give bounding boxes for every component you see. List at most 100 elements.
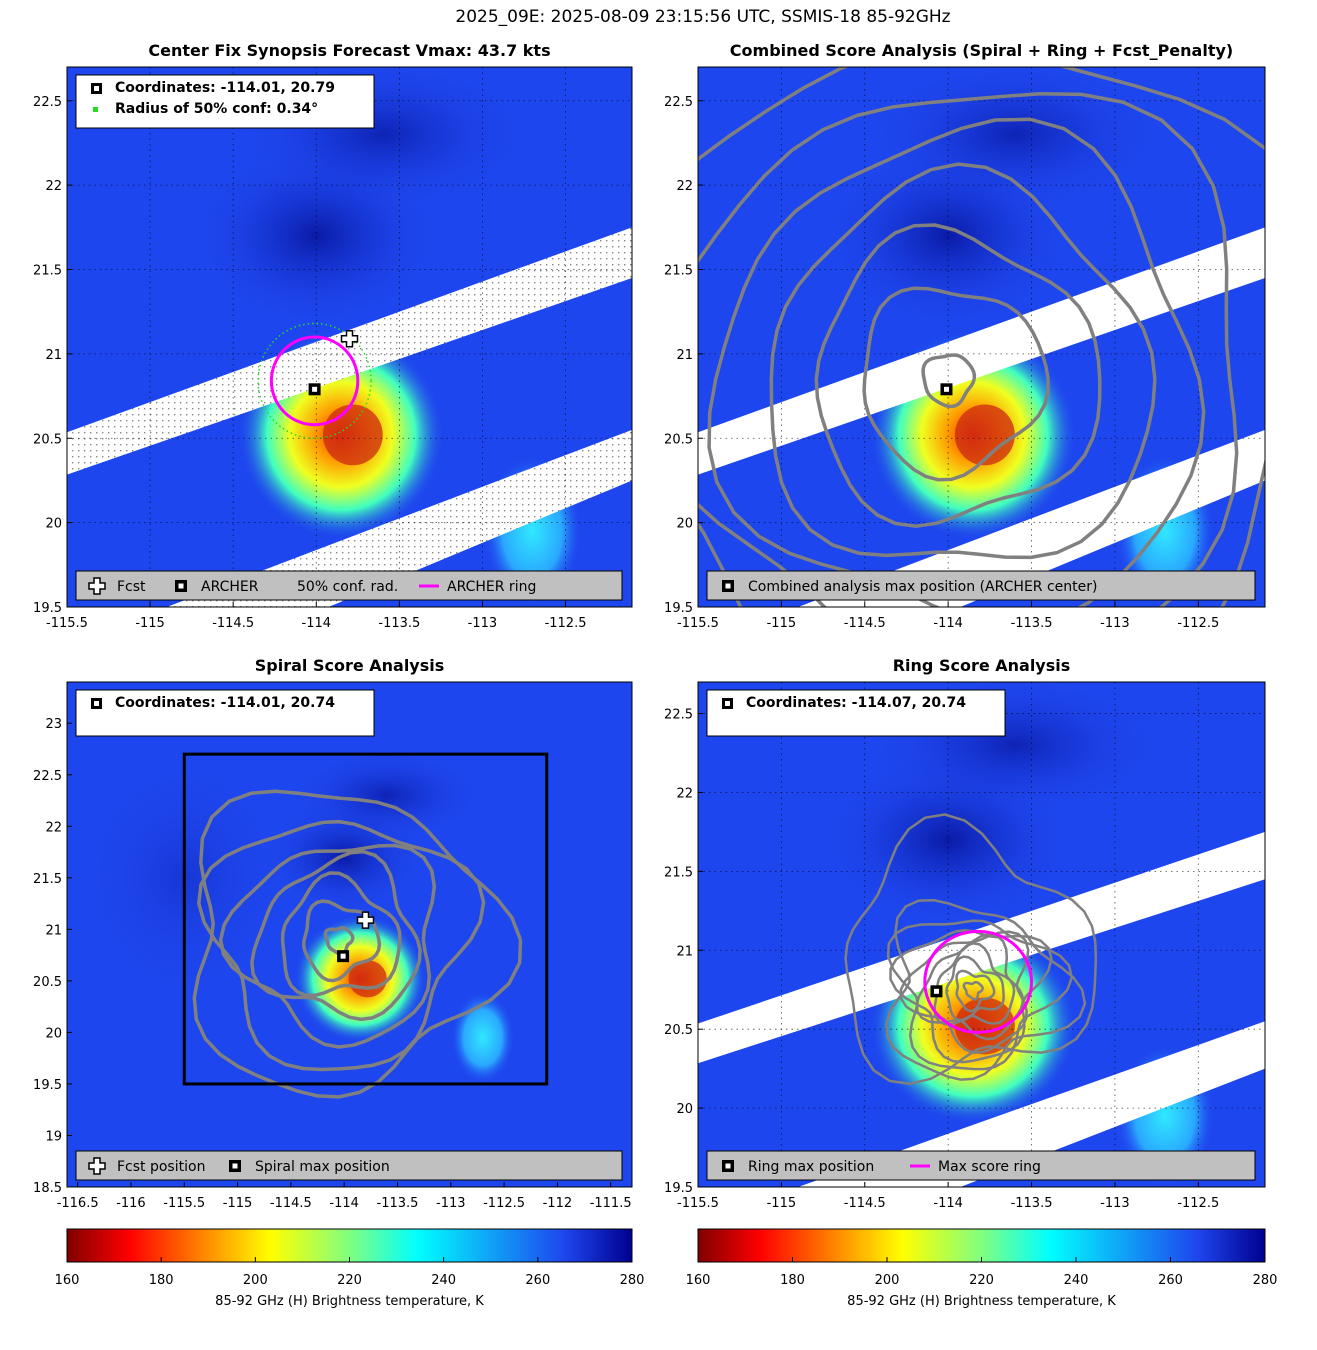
y-tick-label: 20	[45, 1026, 62, 1041]
archer-center-marker-inner	[312, 386, 318, 392]
colorbar-tick-label: 160	[686, 1273, 711, 1288]
legend-label: Ring max position	[748, 1159, 874, 1175]
x-tick-label: -115.5	[677, 616, 719, 631]
panel-combined-score: Combined Score Analysis (Spiral + Ring +…	[664, 41, 1266, 631]
contour-line	[280, 871, 402, 998]
y-tick-label: 22.5	[33, 769, 62, 784]
legend-label: Spiral max position	[255, 1159, 390, 1175]
y-tick-label: 22	[676, 786, 693, 801]
legend: Fcst ARCHER 50% conf. rad. ARCHER ring	[75, 570, 623, 601]
fcst-marker	[356, 911, 375, 929]
panel-title: Ring Score Analysis	[893, 656, 1071, 675]
y-tick-label: 22	[45, 179, 62, 194]
cold-region	[290, 748, 483, 842]
y-tick-label: 20.5	[33, 432, 62, 447]
legend-label: ARCHER	[201, 579, 259, 595]
y-tick-label: 20.5	[664, 1023, 693, 1038]
contour-line	[945, 955, 1005, 1022]
contour-line	[962, 980, 984, 1001]
panel-ring-score: Ring Score Analysis -115.5 -115 -114.5 -114 -…	[664, 656, 1266, 1211]
info-marker	[93, 107, 98, 112]
info-line: Coordinates: -114.01, 20.74	[115, 695, 335, 711]
axes-frame	[66, 681, 633, 1188]
info-marker-inner	[94, 701, 99, 706]
x-tick-label: -113	[468, 616, 498, 631]
legend-label: Max score ring	[938, 1159, 1041, 1175]
y-tick-label: 21	[45, 923, 62, 938]
x-tick-label: -114.5	[270, 1196, 312, 1211]
contour-line	[707, 117, 1206, 607]
archer-center-marker-inner	[943, 386, 949, 392]
colorbar-tick-label: 260	[525, 1273, 550, 1288]
x-tick-label: -114.5	[212, 616, 254, 631]
legend-box	[75, 570, 623, 601]
y-tick-label: 20	[676, 1102, 693, 1117]
legend-fcst-swatch	[88, 577, 106, 595]
colorbar-gradient	[697, 1228, 1266, 1263]
legend-center-swatch-inner	[178, 583, 184, 589]
info-line: Radius of 50% conf: 0.34°	[115, 101, 318, 117]
contour-line	[899, 930, 1030, 1054]
info-line: Coordinates: -114.01, 20.79	[115, 80, 335, 96]
search-box	[182, 752, 549, 1086]
y-tick-label: 19.5	[33, 601, 62, 616]
info-box	[75, 74, 375, 129]
axes-frame	[697, 66, 1266, 608]
legend: Fcst position Spiral max position	[75, 1150, 623, 1181]
legend-box	[706, 1150, 1256, 1181]
legend: Combined analysis max position (ARCHER c…	[706, 570, 1256, 601]
panel-title: Center Fix Synopsis Forecast Vmax: 43.7 …	[148, 41, 550, 60]
storm-core-max	[322, 404, 383, 466]
colorbar-label: 85-92 GHz (H) Brightness temperature, K	[847, 1294, 1116, 1309]
contour-line	[915, 932, 1025, 1041]
contour-line	[886, 919, 1074, 1071]
x-tick-label: -112.5	[545, 616, 587, 631]
legend-center-swatch-inner	[232, 1163, 238, 1169]
x-tick-label: -115.5	[46, 616, 88, 631]
x-tick-label: -112	[543, 1196, 573, 1211]
x-tick-label: -112.5	[483, 1196, 525, 1211]
x-tick-label: -111.5	[590, 1196, 632, 1211]
legend-center-swatch-inner	[725, 583, 731, 589]
x-tick-label: -114.5	[844, 616, 886, 631]
contour-line	[250, 849, 422, 1022]
x-tick-label: -114.5	[844, 1196, 886, 1211]
y-tick-label: 19.5	[664, 1181, 693, 1196]
x-tick-label: -113.5	[1011, 1196, 1053, 1211]
storm-core-max	[954, 404, 1015, 466]
panel-title: Spiral Score Analysis	[255, 656, 445, 675]
colorbar-tick-label: 240	[431, 1273, 456, 1288]
y-tick-label: 20	[676, 517, 693, 532]
score-contours	[698, 67, 1265, 607]
x-tick-label: -116	[116, 1196, 146, 1211]
contour-line	[769, 162, 1157, 560]
y-tick-label: 20.5	[664, 432, 693, 447]
swath-gap-south	[798, 1021, 1265, 1187]
spiral-max-marker-inner	[340, 953, 346, 959]
info-box	[75, 689, 375, 737]
colorbar-tick-label: 260	[1158, 1273, 1183, 1288]
y-tick-label: 20	[45, 517, 62, 532]
info-marker-inner	[94, 86, 99, 91]
x-tick-label: -115	[767, 616, 797, 631]
legend-center-swatch-inner	[725, 1163, 731, 1169]
y-tick-label: 21.5	[33, 872, 62, 887]
y-tick-label: 19.5	[664, 601, 693, 616]
x-tick-label: -113	[1100, 616, 1130, 631]
contour-line	[844, 813, 1098, 1086]
legend-box	[706, 570, 1256, 601]
y-tick-label: 22.5	[33, 95, 62, 110]
x-tick-label: -115	[223, 1196, 253, 1211]
axes-frame	[697, 681, 1266, 1188]
plot-area	[698, 67, 1265, 607]
contour-line	[698, 92, 1239, 607]
colorbar-tick-label: 220	[969, 1273, 994, 1288]
y-tick-label: 22.5	[664, 708, 693, 723]
x-tick-label: -114	[329, 1196, 359, 1211]
y-tick-label: 22	[676, 179, 693, 194]
y-tick-label: 19	[45, 1129, 62, 1144]
x-tick-label: -114	[302, 616, 332, 631]
colorbar-label: 85-92 GHz (H) Brightness temperature, K	[215, 1294, 484, 1309]
x-tick-label: -116.5	[57, 1196, 99, 1211]
